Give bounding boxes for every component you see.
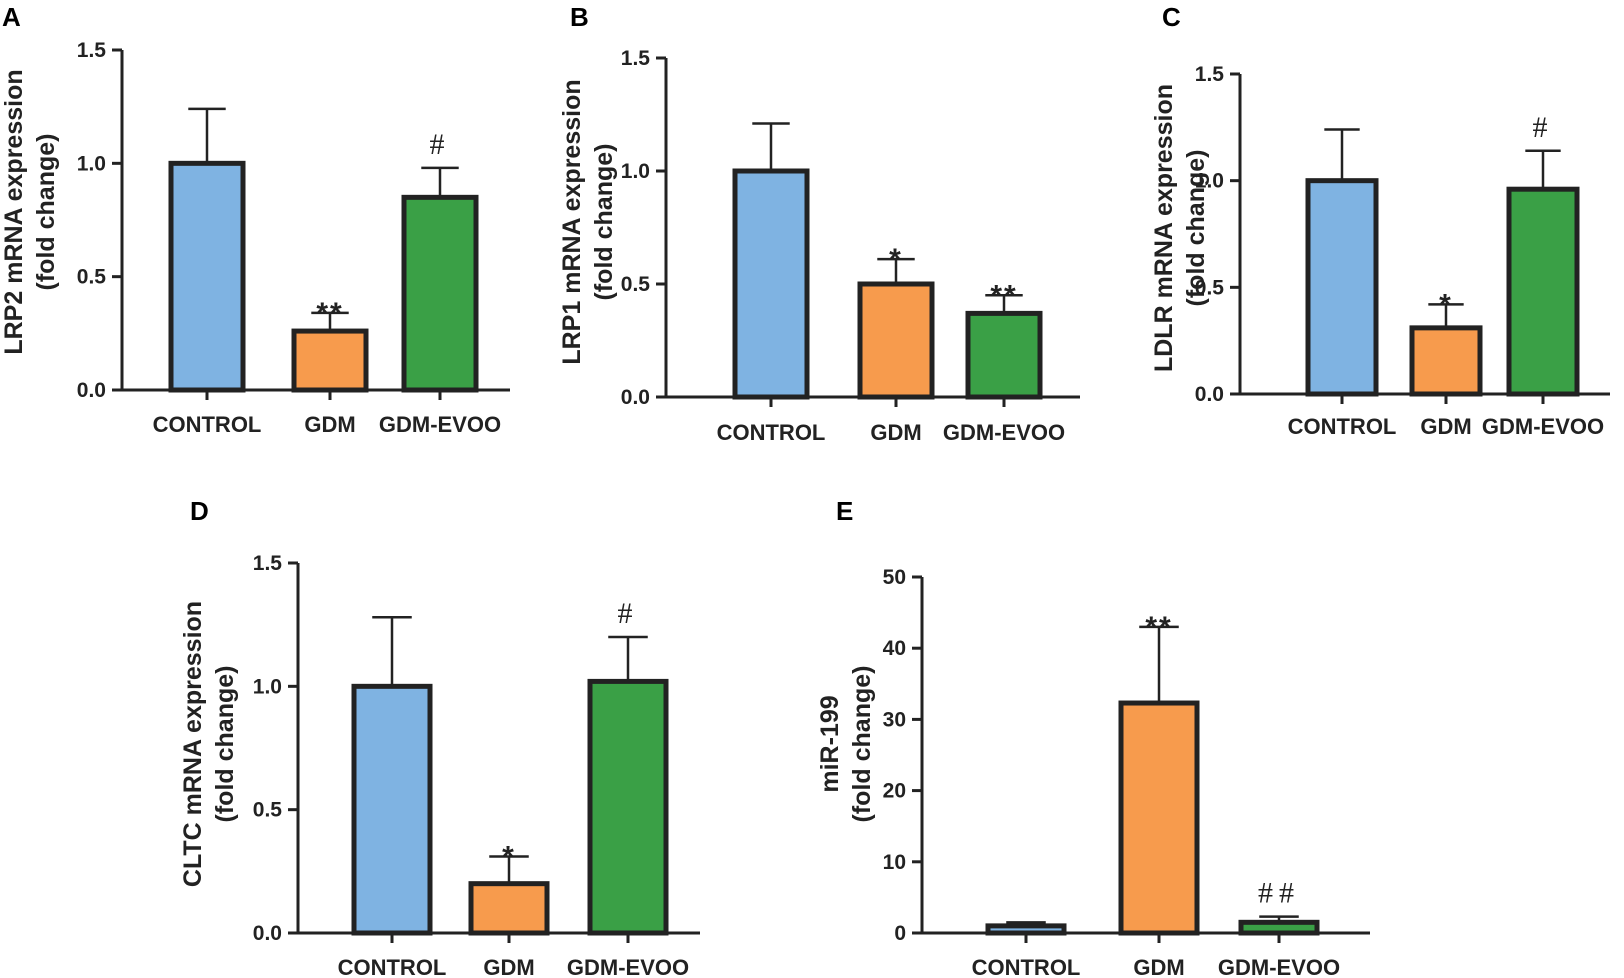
significance-marker: ** xyxy=(316,297,343,330)
significance-marker: # xyxy=(430,128,451,161)
y-tick-label: 10 xyxy=(883,851,906,874)
bar-control xyxy=(732,168,810,400)
y-tick-label: 1.0 xyxy=(253,675,282,698)
y-tick-label: 1.5 xyxy=(253,552,283,575)
bar-gdm-evoo xyxy=(965,310,1043,400)
panel-a: A LRP2 mRNA expression (fold change) 0.0 0.5… xyxy=(0,2,510,437)
y-axis-label: miR-199 xyxy=(816,695,844,792)
category-label: GDM-EVOO xyxy=(1482,414,1604,439)
bar-gdm-evoo xyxy=(587,678,669,936)
category-label: CONTROL xyxy=(1288,414,1397,439)
bar-gdm-evoo xyxy=(1238,919,1320,936)
y-tick-label: 1.0 xyxy=(621,160,650,183)
category-label: GDM xyxy=(483,955,534,978)
significance-marker: * xyxy=(1439,288,1453,321)
category-label: CONTROL xyxy=(717,420,826,445)
y-axis-label-unit: (fold change) xyxy=(1182,150,1210,307)
significance-marker: # xyxy=(618,597,639,630)
significance-marker: # xyxy=(1533,111,1554,144)
y-tick-label: 30 xyxy=(883,708,906,731)
y-tick-label: 0.5 xyxy=(77,266,107,289)
bar-control xyxy=(985,923,1067,936)
panel-b: B LRP1 mRNA expression (fold change) 0.0 0.5… xyxy=(558,2,1080,445)
y-tick-label: 0.0 xyxy=(1195,383,1224,406)
category-label: GDM-EVOO xyxy=(567,955,689,978)
category-label: CONTROL xyxy=(972,955,1081,978)
significance-marker: ** xyxy=(990,279,1017,312)
category-label: CONTROL xyxy=(338,955,447,978)
y-tick-label: 0.5 xyxy=(1195,276,1225,299)
y-axis-label-unit: (fold change) xyxy=(211,666,239,823)
significance-marker: ** xyxy=(1145,611,1172,644)
category-label: GDM-EVOO xyxy=(1218,955,1340,978)
category-label: GDM xyxy=(870,420,921,445)
category-label: GDM xyxy=(304,412,355,437)
significance-marker: ## xyxy=(1258,877,1300,910)
bar-gdm xyxy=(1118,700,1200,936)
bar-gdm xyxy=(857,281,935,400)
bar-control xyxy=(1305,178,1379,397)
significance-marker: * xyxy=(889,243,903,276)
y-tick-label: 0.0 xyxy=(621,386,650,409)
bar-control xyxy=(168,160,246,393)
y-axis-label: LRP1 mRNA expression xyxy=(558,79,586,364)
panel-d: D CLTC mRNA expression (fold change) 0.0 0.5… xyxy=(179,496,700,978)
panel-c: C LDLR mRNA expression (fold change) 0.0 0.5… xyxy=(1150,2,1610,439)
category-label: CONTROL xyxy=(153,412,262,437)
bar-control xyxy=(351,683,433,936)
y-tick-label: 0.5 xyxy=(621,273,651,296)
y-tick-label: 1.0 xyxy=(1195,170,1224,193)
panel-letter: C xyxy=(1162,2,1181,32)
y-tick-label: 0.0 xyxy=(253,922,282,945)
y-axis-label: LDLR mRNA expression xyxy=(1150,84,1178,372)
category-label: GDM xyxy=(1420,414,1471,439)
bar-gdm xyxy=(468,881,550,936)
bar-gdm-evoo xyxy=(401,194,479,393)
y-tick-label: 1.5 xyxy=(77,39,107,62)
y-axis-label: LRP2 mRNA expression xyxy=(0,69,28,354)
significance-marker: * xyxy=(502,841,516,874)
y-tick-label: 1.0 xyxy=(77,152,106,175)
y-tick-label: 0.5 xyxy=(253,799,283,822)
panel-letter: D xyxy=(190,496,209,526)
bar-gdm xyxy=(1409,325,1483,397)
bar-gdm-evoo xyxy=(1506,186,1580,397)
y-tick-label: 0 xyxy=(894,922,906,945)
y-tick-label: 0.0 xyxy=(77,379,106,402)
y-axis-label-unit: (fold change) xyxy=(32,134,60,291)
y-axis-label: CLTC mRNA expression xyxy=(179,601,207,887)
bar-gdm xyxy=(291,328,369,393)
y-axis-label-unit: (fold change) xyxy=(848,666,876,823)
panel-letter: B xyxy=(570,2,589,32)
category-label: GDM xyxy=(1133,955,1184,978)
panel-letter: E xyxy=(836,496,853,526)
y-tick-label: 20 xyxy=(883,780,906,803)
y-tick-label: 1.5 xyxy=(621,47,651,70)
category-label: GDM-EVOO xyxy=(379,412,501,437)
y-tick-label: 1.5 xyxy=(1195,63,1225,86)
y-tick-label: 50 xyxy=(883,566,906,589)
y-axis-label-unit: (fold change) xyxy=(590,144,618,301)
category-label: GDM-EVOO xyxy=(943,420,1065,445)
panel-letter: A xyxy=(2,2,21,32)
y-tick-label: 40 xyxy=(883,637,906,660)
